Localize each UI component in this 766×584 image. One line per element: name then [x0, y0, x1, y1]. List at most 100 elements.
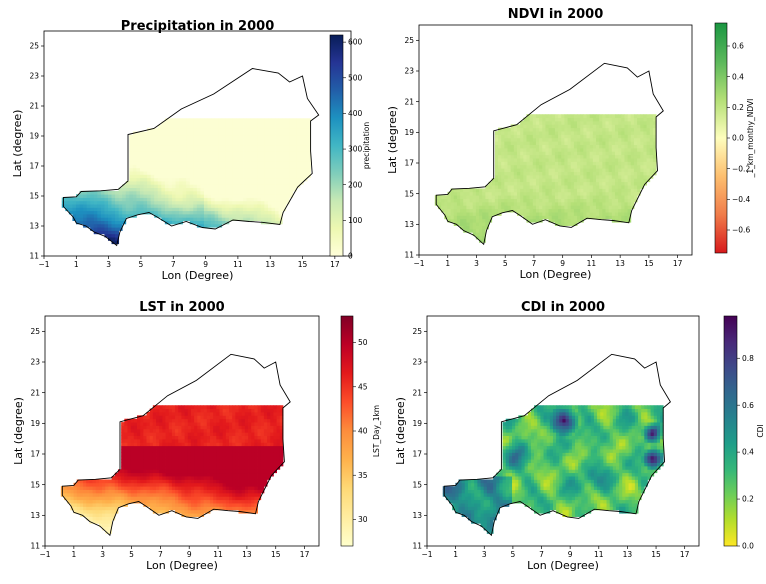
- raster-cell: [628, 188, 632, 192]
- raster-cell: [634, 148, 638, 152]
- raster-cell: [154, 211, 158, 215]
- raster-cell: [590, 148, 594, 152]
- raster-cell: [172, 217, 176, 221]
- raster-cell: [583, 114, 587, 118]
- raster-cell: [609, 114, 613, 118]
- raster-cell: [204, 422, 208, 426]
- raster-cell: [176, 158, 180, 162]
- raster-cell: [222, 184, 226, 188]
- raster-cell: [571, 212, 575, 216]
- raster-cell: [561, 161, 565, 165]
- raster-cell: [542, 114, 546, 118]
- raster-cell: [245, 446, 249, 450]
- raster-cell: [628, 168, 632, 172]
- raster-cell: [115, 490, 119, 494]
- raster-cell: [211, 224, 215, 228]
- raster-cell: [225, 181, 229, 185]
- raster-cell: [533, 145, 537, 149]
- raster-cell: [523, 124, 527, 128]
- raster-cell: [215, 184, 219, 188]
- raster-cell: [94, 221, 98, 225]
- raster-cell: [251, 466, 255, 470]
- x-tick-label: 17: [673, 259, 683, 268]
- raster-cell: [476, 205, 480, 209]
- raster-cell: [127, 446, 131, 450]
- raster-cell: [574, 192, 578, 196]
- raster-cell: [533, 178, 537, 182]
- raster-cell: [190, 145, 194, 149]
- raster-cell: [80, 211, 84, 215]
- raster-cell: [150, 429, 154, 433]
- raster-cell: [144, 138, 148, 142]
- raster-cell: [240, 161, 244, 165]
- raster-cell: [533, 165, 537, 169]
- raster-cell: [223, 479, 227, 483]
- raster-cell: [175, 476, 179, 480]
- raster-cell: [621, 202, 625, 206]
- raster-cell: [495, 161, 499, 165]
- raster-cell: [501, 165, 505, 169]
- raster-cell: [186, 141, 190, 145]
- raster-cell: [194, 463, 198, 467]
- raster-cell: [215, 188, 219, 192]
- raster-cell: [511, 134, 515, 138]
- raster-cell: [140, 432, 144, 436]
- raster-cell: [76, 207, 80, 211]
- raster-cell: [460, 195, 464, 199]
- raster-cell: [204, 132, 208, 136]
- raster-cell: [239, 412, 243, 416]
- raster-cell: [245, 442, 249, 446]
- raster-cell: [235, 469, 239, 473]
- raster-cell: [542, 212, 546, 216]
- raster-cell: [191, 452, 195, 456]
- raster-cell: [236, 132, 240, 136]
- raster-cell: [460, 205, 464, 209]
- raster-cell: [245, 490, 249, 494]
- raster-cell: [156, 466, 160, 470]
- raster-cell: [555, 195, 559, 199]
- raster-cell: [307, 155, 311, 159]
- raster-cell: [628, 128, 632, 132]
- raster-cell: [232, 415, 236, 419]
- raster-cell: [514, 165, 518, 169]
- raster-cell: [454, 192, 458, 196]
- raster-cell: [539, 202, 543, 206]
- raster-cell: [213, 479, 217, 483]
- raster-cell: [126, 207, 130, 211]
- raster-cell: [466, 212, 470, 216]
- raster-cell: [533, 128, 537, 132]
- raster-cell: [248, 493, 252, 497]
- raster-cell: [536, 185, 540, 189]
- raster-cell: [166, 429, 170, 433]
- raster-cell: [207, 446, 211, 450]
- raster-cell: [207, 479, 211, 483]
- raster-cell: [133, 194, 137, 198]
- raster-cell: [172, 168, 176, 172]
- raster-cell: [300, 151, 304, 155]
- raster-cell: [571, 205, 575, 209]
- raster-cell: [210, 476, 214, 480]
- raster-cell: [129, 155, 133, 159]
- raster-cell: [194, 415, 198, 419]
- raster-cell: [112, 207, 116, 211]
- raster-cell: [144, 141, 148, 145]
- raster-cell: [168, 135, 172, 139]
- raster-cell: [596, 114, 600, 118]
- raster-cell: [286, 128, 290, 132]
- raster-cell: [545, 192, 549, 196]
- raster-cell: [643, 165, 647, 169]
- raster-cell: [210, 419, 214, 423]
- raster-cell: [186, 118, 190, 122]
- raster-cell: [185, 456, 189, 460]
- raster-cell: [243, 201, 247, 205]
- raster-cell: [498, 199, 502, 203]
- raster-cell: [640, 148, 644, 152]
- raster-cell: [151, 184, 155, 188]
- chart-title: NDVI in 2000: [508, 7, 604, 22]
- raster-cell: [219, 419, 223, 423]
- raster-cell: [96, 493, 100, 497]
- raster-cell: [275, 151, 279, 155]
- raster-cell: [473, 229, 477, 233]
- raster-cell: [216, 500, 220, 504]
- raster-cell: [555, 151, 559, 155]
